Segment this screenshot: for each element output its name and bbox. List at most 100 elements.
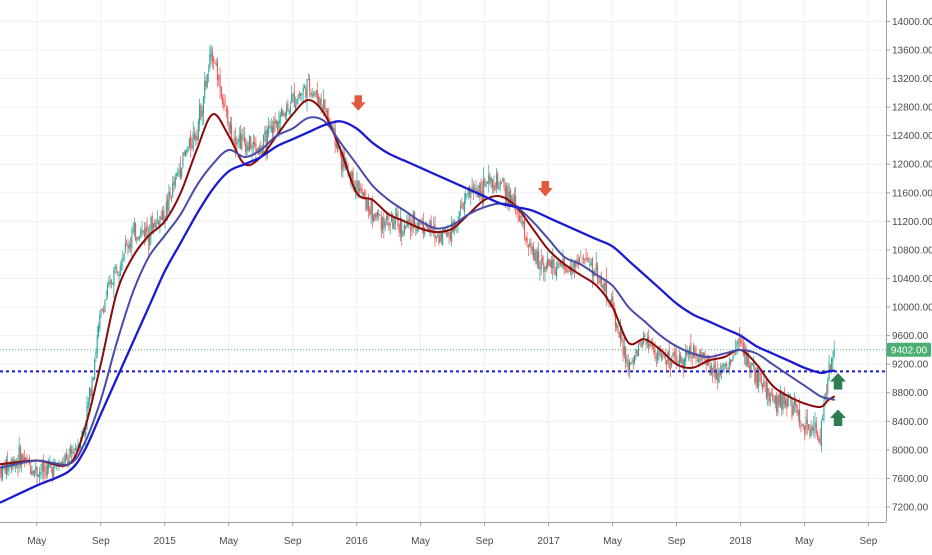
candle-body <box>4 464 6 474</box>
candle-body <box>335 143 338 148</box>
candle-body <box>449 232 451 240</box>
candle-body <box>48 462 50 469</box>
candle-body <box>815 422 817 434</box>
last-price-label: 9402.00 <box>891 345 928 356</box>
y-tick-label: 8000.00 <box>892 445 929 456</box>
candle-body <box>678 354 680 364</box>
candle-body <box>279 114 281 123</box>
candle-body <box>439 231 441 243</box>
candle-body <box>68 454 70 466</box>
candle-body <box>619 327 622 341</box>
candle-body <box>275 120 277 125</box>
signal-markers <box>350 95 847 426</box>
candle-body <box>380 216 382 231</box>
candle-body <box>555 267 558 277</box>
candle-body <box>326 110 329 118</box>
candle-body <box>77 444 79 447</box>
candle-body <box>726 364 728 367</box>
candle-body <box>778 393 780 405</box>
candle-body <box>373 214 375 221</box>
candle-body <box>95 351 97 358</box>
candle-body <box>829 364 831 371</box>
candle-body <box>222 97 224 104</box>
candle-body <box>587 261 590 262</box>
candle-body <box>572 265 574 267</box>
candle-body <box>306 79 308 100</box>
candle-body <box>274 118 276 124</box>
candle-body <box>728 361 730 370</box>
candle-body <box>653 346 655 352</box>
candle-body <box>818 438 820 442</box>
candle-body <box>33 469 36 475</box>
candle-body <box>0 468 2 479</box>
candle-body <box>793 399 796 405</box>
y-tick-label: 10400.00 <box>892 274 932 285</box>
candle-body <box>264 131 266 135</box>
x-tick-label: May <box>795 536 814 547</box>
candle-body <box>727 368 729 371</box>
candle-body <box>224 105 226 107</box>
candle-body <box>254 142 256 146</box>
candle-body <box>231 124 233 140</box>
y-tick-label: 7200.00 <box>892 503 929 514</box>
candle-body <box>214 62 216 64</box>
candle-body <box>176 174 178 176</box>
candle-body <box>705 361 707 365</box>
candle-body <box>172 183 174 197</box>
candle-body <box>623 346 625 355</box>
candle-body <box>17 462 19 468</box>
candle-body <box>499 182 501 186</box>
candle-body <box>484 178 486 186</box>
candle-body <box>822 418 824 420</box>
candle-body <box>301 93 303 95</box>
candle-body <box>277 121 279 130</box>
candle-body <box>72 451 74 454</box>
candle-body <box>497 173 499 190</box>
candle-body <box>424 227 426 235</box>
candle-body <box>797 410 799 416</box>
candle-body <box>124 243 126 252</box>
candle-body <box>535 249 537 265</box>
candle-body <box>41 462 43 471</box>
candle-body <box>321 106 323 108</box>
candle-body <box>664 352 666 360</box>
x-tick-label: Sep <box>476 536 494 547</box>
candle-body <box>367 197 370 211</box>
candle-body <box>443 229 445 231</box>
candle-body <box>289 106 291 112</box>
candle-body <box>525 237 527 241</box>
candle-body <box>486 181 489 184</box>
candle-body <box>181 167 183 177</box>
candle-body <box>772 393 774 401</box>
candle-body <box>680 355 682 363</box>
candle-body <box>490 177 492 182</box>
candle-body <box>146 224 148 232</box>
candle-body <box>701 356 703 360</box>
candle-body <box>220 86 222 97</box>
candle-body <box>204 80 206 99</box>
candle-body <box>463 201 465 213</box>
candle-body <box>44 468 46 469</box>
candle-body <box>580 256 582 257</box>
candle-body <box>792 405 794 416</box>
candle-body <box>817 431 819 439</box>
candle-body <box>22 454 24 461</box>
candle-body <box>723 364 725 366</box>
candle-body <box>512 199 514 203</box>
candle-body <box>309 78 311 91</box>
candle-body <box>225 107 228 112</box>
candle-body <box>280 108 283 116</box>
candle-body <box>617 326 619 334</box>
y-tick-label: 13600.00 <box>892 45 932 56</box>
candle-body <box>553 259 555 271</box>
candle-body <box>357 180 359 194</box>
candle-body <box>247 145 249 151</box>
candle-body <box>252 141 254 145</box>
candle-body <box>579 257 581 265</box>
candle-body <box>113 269 115 286</box>
candle-body <box>105 298 107 300</box>
candle-body <box>132 229 134 235</box>
